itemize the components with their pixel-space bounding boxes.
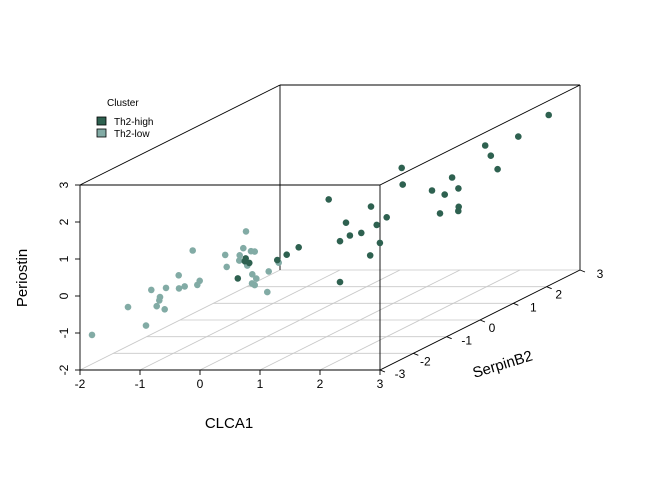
y-tick-label: 3 (597, 267, 604, 281)
z-tick-label: 1 (57, 255, 71, 262)
legend-label-th2-low: Th2-low (114, 129, 150, 140)
data-point-th2-high (436, 210, 444, 217)
data-point-th2-high (428, 187, 436, 194)
data-point-th2-high (283, 251, 291, 258)
data-point-th2-low (252, 275, 260, 282)
y-axis-title: SerpinB2 (471, 348, 535, 382)
box-edge (79, 84, 281, 186)
x-tick-label: 0 (197, 377, 204, 391)
z-tick-label: 0 (57, 292, 71, 299)
data-point-th2-high (325, 196, 333, 203)
legend-title: Cluster (107, 98, 139, 109)
data-point-th2-high (455, 207, 462, 215)
data-point-th2-low (181, 283, 188, 290)
data-point-th2-low (264, 288, 271, 296)
axes: -2 -1 0 1 2 3 -2 -1 0 1 2 3 -3 -2 -1 0 1 2 3 (57, 181, 604, 391)
data-point-th2-high (346, 232, 354, 239)
legend-label-th2-high: Th2-high (114, 117, 153, 128)
data-point-th2-low (196, 277, 203, 285)
plot-box (79, 84, 581, 371)
z-tick-label: -2 (57, 364, 71, 375)
y-tick (513, 302, 519, 306)
data-point-th2-low (161, 306, 168, 313)
x-tick-label: -1 (135, 377, 146, 391)
data-point-th2-low (142, 322, 150, 329)
data-point-th2-high (494, 165, 501, 173)
data-point-th2-high (448, 174, 456, 181)
y-tick-label: 0 (489, 321, 496, 335)
y-tick-label: 1 (530, 300, 537, 314)
y-tick-label: -2 (420, 354, 431, 368)
y-tick-label: -1 (461, 334, 472, 348)
legend-swatch-th2-high (96, 116, 107, 126)
data-point-th2-high (398, 164, 406, 172)
data-point-th2-low (153, 302, 160, 310)
x-tick-label: 1 (257, 377, 264, 391)
data-point-th2-high (336, 278, 344, 286)
data-point-th2-high (455, 185, 462, 192)
x-tick-label: -2 (75, 377, 86, 391)
data-point-th2-high (366, 252, 374, 259)
y-tick (546, 286, 552, 290)
data-point-th2-low (148, 286, 155, 294)
legend-swatch-th2-low (96, 128, 107, 138)
data-point-th2-high (295, 244, 303, 251)
data-point-th2-high (336, 237, 344, 245)
data-point-th2-low (223, 263, 230, 271)
z-tick-label: -1 (57, 327, 71, 338)
data-point-th2-high (234, 275, 242, 282)
data-point-th2-high (342, 219, 350, 226)
data-point-th2-high (274, 256, 281, 264)
x-tick-label: 3 (377, 377, 384, 391)
data-point-th2-low (236, 257, 243, 264)
legend: Cluster Th2-high Th2-low (96, 98, 153, 140)
data-point-th2-high (383, 214, 391, 221)
box-edge (379, 84, 581, 186)
data-point-th2-high (376, 239, 384, 247)
data-point-th2-high (441, 191, 449, 198)
data-point-th2-low (175, 285, 183, 292)
y-tick (579, 269, 586, 273)
data-point-th2-high (515, 133, 522, 140)
data-point-th2-low (88, 331, 96, 339)
data-point-th2-low (162, 284, 170, 292)
data-point-th2-high (358, 229, 365, 237)
z-axis-title: Periostin (14, 249, 31, 307)
data-points (88, 111, 552, 339)
data-point-th2-low (251, 281, 258, 289)
data-point-th2-low (240, 244, 247, 252)
data-point-th2-high (481, 142, 489, 149)
x-axis-title: CLCA1 (205, 415, 253, 432)
data-point-th2-low (221, 251, 229, 259)
data-point-th2-high (487, 152, 495, 159)
data-point-th2-high (373, 221, 381, 229)
y-tick (379, 369, 386, 373)
data-point-th2-low (249, 271, 256, 278)
z-tick-label: 2 (57, 218, 71, 225)
data-point-th2-high (399, 181, 407, 188)
data-point-th2-low (265, 268, 273, 275)
data-point-th2-high (545, 111, 552, 119)
y-tick-label: -3 (395, 367, 406, 381)
data-point-th2-low (242, 228, 250, 235)
z-tick-label: 3 (57, 181, 71, 188)
data-point-th2-low (189, 247, 196, 254)
data-point-th2-high (367, 203, 375, 210)
y-tick (479, 319, 486, 323)
data-point-th2-low (124, 303, 132, 311)
data-point-th2-low (247, 247, 255, 255)
data-point-th2-low (175, 272, 182, 279)
y-tick (446, 336, 452, 340)
y-tick (413, 352, 419, 356)
x-tick-label: 2 (317, 377, 324, 391)
data-point-th2-high (242, 255, 249, 262)
data-point-th2-low (156, 297, 163, 304)
y-tick-label: 2 (555, 288, 562, 302)
data-point-th2-low (236, 252, 243, 259)
